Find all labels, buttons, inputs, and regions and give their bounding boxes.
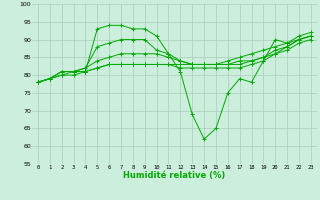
X-axis label: Humidité relative (%): Humidité relative (%) xyxy=(123,171,226,180)
